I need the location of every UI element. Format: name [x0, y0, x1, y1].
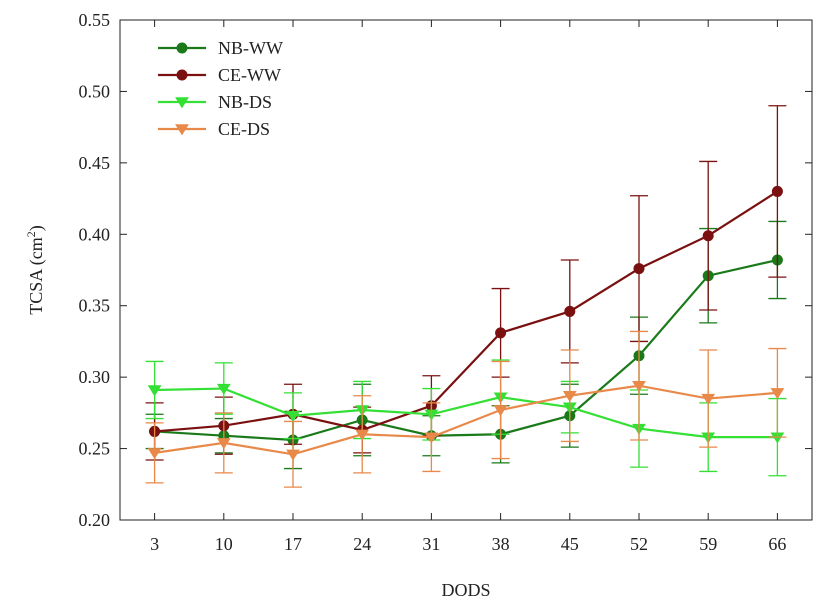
y-tick-label: 0.25	[79, 439, 111, 459]
y-tick-label: 0.35	[79, 296, 111, 316]
y-axis-title: TCSA (cm2)	[24, 225, 47, 315]
y-tick-label: 0.45	[79, 153, 111, 173]
legend-item: NB-DS	[158, 92, 272, 112]
legend-item: CE-DS	[158, 119, 270, 139]
data-point	[147, 448, 162, 460]
data-point	[216, 438, 231, 450]
legend-item: NB-WW	[158, 38, 283, 58]
x-tick-label: 38	[492, 534, 510, 554]
data-point	[493, 405, 508, 417]
data-point	[216, 383, 231, 395]
data-point	[286, 449, 300, 461]
y-tick-label: 0.40	[79, 224, 111, 244]
data-point	[562, 391, 577, 403]
y-tick-label: 0.50	[79, 81, 111, 101]
data-point	[147, 385, 162, 397]
series-line	[154, 190, 778, 433]
x-tick-label: 45	[561, 534, 579, 554]
x-tick-label: 66	[768, 534, 786, 554]
series-ce-ds	[145, 330, 787, 488]
x-tick-label: 59	[699, 534, 717, 554]
data-point	[564, 305, 576, 317]
y-tick-label: 0.55	[79, 10, 111, 30]
data-point	[771, 185, 783, 197]
legend: NB-WW CE-WW NB-DS CE-DS	[158, 38, 283, 139]
y-axis-title-close: )	[26, 225, 47, 231]
data-point	[632, 381, 646, 393]
legend-marker	[176, 42, 188, 54]
data-point	[633, 263, 645, 275]
series-ce-ww	[145, 105, 787, 461]
series-nb-ww	[145, 220, 787, 470]
series-nb-ds	[145, 359, 787, 477]
legend-marker	[175, 124, 189, 136]
series-line	[154, 384, 778, 456]
x-axis: 3 10 17 24 31 38 45 52 59 66	[150, 20, 786, 554]
x-tick-label: 31	[422, 534, 440, 554]
y-axis: 0.20 0.25 0.30 0.35 0.40 0.45 0.50 0.55	[79, 10, 812, 530]
series-layer	[145, 105, 787, 488]
legend-label: NB-WW	[218, 38, 283, 58]
x-tick-label: 24	[353, 534, 371, 554]
x-axis-title: DODS	[441, 580, 490, 600]
y-tick-label: 0.20	[79, 510, 111, 530]
y-axis-title-main: TCSA (cm	[26, 237, 47, 315]
plot-area-border	[119, 19, 813, 521]
y-tick-label: 0.30	[79, 367, 111, 387]
legend-label: CE-DS	[218, 119, 270, 139]
legend-label: CE-WW	[218, 65, 281, 85]
plot-frame	[119, 19, 813, 521]
series-line	[154, 258, 778, 442]
x-tick-label: 17	[284, 534, 302, 554]
x-tick-label: 3	[150, 534, 159, 554]
data-point	[701, 393, 716, 405]
legend-marker	[175, 97, 189, 109]
y-axis-title-superscript: 2	[24, 231, 38, 237]
data-point	[355, 429, 370, 441]
x-tick-label: 52	[630, 534, 648, 554]
data-point	[495, 327, 507, 339]
data-point	[702, 230, 714, 242]
series-line	[154, 387, 778, 439]
data-point	[286, 411, 300, 423]
legend-marker	[176, 69, 188, 81]
legend-label: NB-DS	[218, 92, 272, 112]
legend-item: CE-WW	[158, 65, 281, 85]
data-point	[770, 388, 785, 400]
data-point	[424, 432, 439, 444]
x-tick-label: 10	[215, 534, 233, 554]
